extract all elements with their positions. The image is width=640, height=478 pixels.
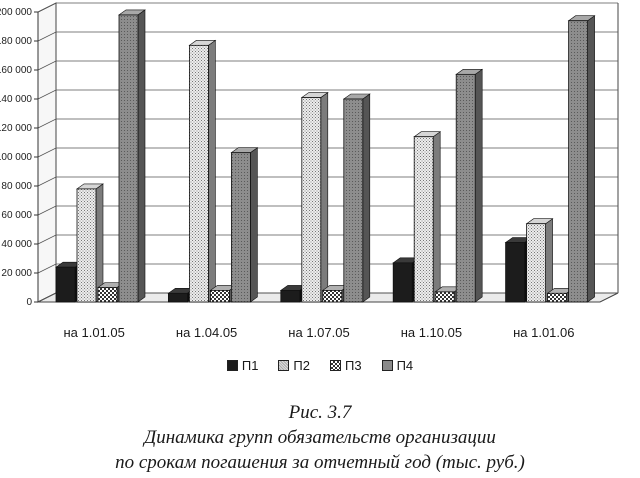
bar bbox=[118, 9, 146, 303]
legend-label: П1 bbox=[241, 358, 259, 373]
y-tick-label: 80 000 bbox=[1, 181, 32, 192]
bar-front bbox=[280, 289, 301, 303]
bar-front bbox=[55, 266, 76, 303]
bar-front bbox=[209, 289, 230, 303]
bar bbox=[455, 68, 484, 303]
bar-side bbox=[320, 91, 329, 303]
bar bbox=[525, 218, 554, 303]
bar-front bbox=[230, 152, 251, 303]
y-axis: 0 20 000 40 000 60 000 80 000 100 000 120 000 1… bbox=[0, 7, 39, 308]
y-tick-label: 60 000 bbox=[1, 210, 32, 221]
legend-swatch bbox=[330, 360, 341, 371]
bar bbox=[230, 147, 259, 303]
bar bbox=[300, 91, 329, 303]
bar-front bbox=[118, 14, 139, 303]
gridline bbox=[37, 2, 618, 13]
y-tick-label: 200 000 bbox=[0, 7, 32, 18]
bar-front bbox=[167, 292, 188, 303]
y-tick-label: 120 000 bbox=[0, 123, 32, 134]
bar-side bbox=[137, 9, 146, 303]
y-tick-label: 140 000 bbox=[0, 94, 32, 105]
gridline bbox=[37, 118, 618, 129]
bar-front bbox=[568, 20, 588, 303]
bar bbox=[413, 131, 442, 303]
y-tick-label: 20 000 bbox=[1, 268, 32, 279]
bar-front bbox=[434, 291, 455, 303]
x-tick-label: на 1.10.05 bbox=[401, 325, 462, 340]
legend-label: П4 bbox=[396, 358, 414, 373]
bar-side bbox=[587, 15, 595, 303]
x-tick-label: на 1.07.05 bbox=[288, 325, 349, 340]
bars bbox=[55, 9, 596, 303]
gridline bbox=[37, 31, 618, 42]
legend-label: П3 bbox=[345, 358, 362, 373]
legend-item: П1 bbox=[226, 358, 259, 373]
bar-front bbox=[343, 98, 364, 303]
legend-swatch bbox=[381, 360, 393, 371]
legend-label: П2 bbox=[293, 358, 310, 373]
legend-item: П4 bbox=[381, 358, 414, 373]
bar-side bbox=[474, 68, 483, 303]
bar-front bbox=[322, 289, 343, 303]
bar-front bbox=[547, 292, 567, 303]
legend: П1 П2 П3 П4 bbox=[0, 358, 640, 373]
bar-front bbox=[301, 97, 322, 303]
legend-swatch bbox=[278, 360, 290, 371]
bar-front bbox=[97, 287, 118, 303]
bar-front bbox=[505, 242, 526, 303]
x-tick-label: на 1.04.05 bbox=[176, 325, 237, 340]
x-tick-label: на 1.01.05 bbox=[63, 325, 124, 340]
bar-front bbox=[413, 136, 434, 303]
bar-side bbox=[432, 131, 441, 303]
bar-side bbox=[95, 183, 104, 303]
legend-item: П2 bbox=[278, 358, 310, 373]
figure-number: Рис. 3.7 bbox=[288, 402, 352, 423]
bar-side bbox=[545, 218, 553, 303]
gridline bbox=[37, 89, 618, 100]
bar-side bbox=[362, 93, 371, 303]
legend-item: П3 bbox=[330, 358, 362, 373]
x-axis: на 1.01.05 на 1.04.05 на 1.07.05 на 1.10.05… bbox=[63, 325, 574, 340]
y-tick-label: 40 000 bbox=[1, 239, 32, 250]
bar-front bbox=[455, 73, 476, 303]
bar-front bbox=[76, 188, 97, 303]
bar-front bbox=[392, 262, 413, 303]
y-tick-label: 0 bbox=[26, 297, 32, 308]
bar-front bbox=[188, 44, 209, 303]
x-tick-label: на 1.01.06 bbox=[513, 325, 574, 340]
caption-line-1: Динамика групп обязательств организации bbox=[144, 427, 496, 448]
bar bbox=[342, 93, 371, 303]
y-tick-label: 160 000 bbox=[0, 65, 32, 76]
bar bbox=[76, 183, 104, 303]
caption-line-2: по срокам погашения за отчетный год (тыс… bbox=[115, 452, 525, 473]
bar-front bbox=[526, 223, 546, 303]
y-tick-label: 180 000 bbox=[0, 36, 32, 47]
bar bbox=[188, 39, 217, 303]
bar-side bbox=[250, 147, 258, 303]
bar bbox=[567, 15, 596, 303]
bar-side bbox=[208, 39, 216, 303]
y-tick-label: 100 000 bbox=[0, 152, 32, 163]
legend-swatch bbox=[226, 360, 238, 371]
gridline bbox=[37, 60, 618, 71]
